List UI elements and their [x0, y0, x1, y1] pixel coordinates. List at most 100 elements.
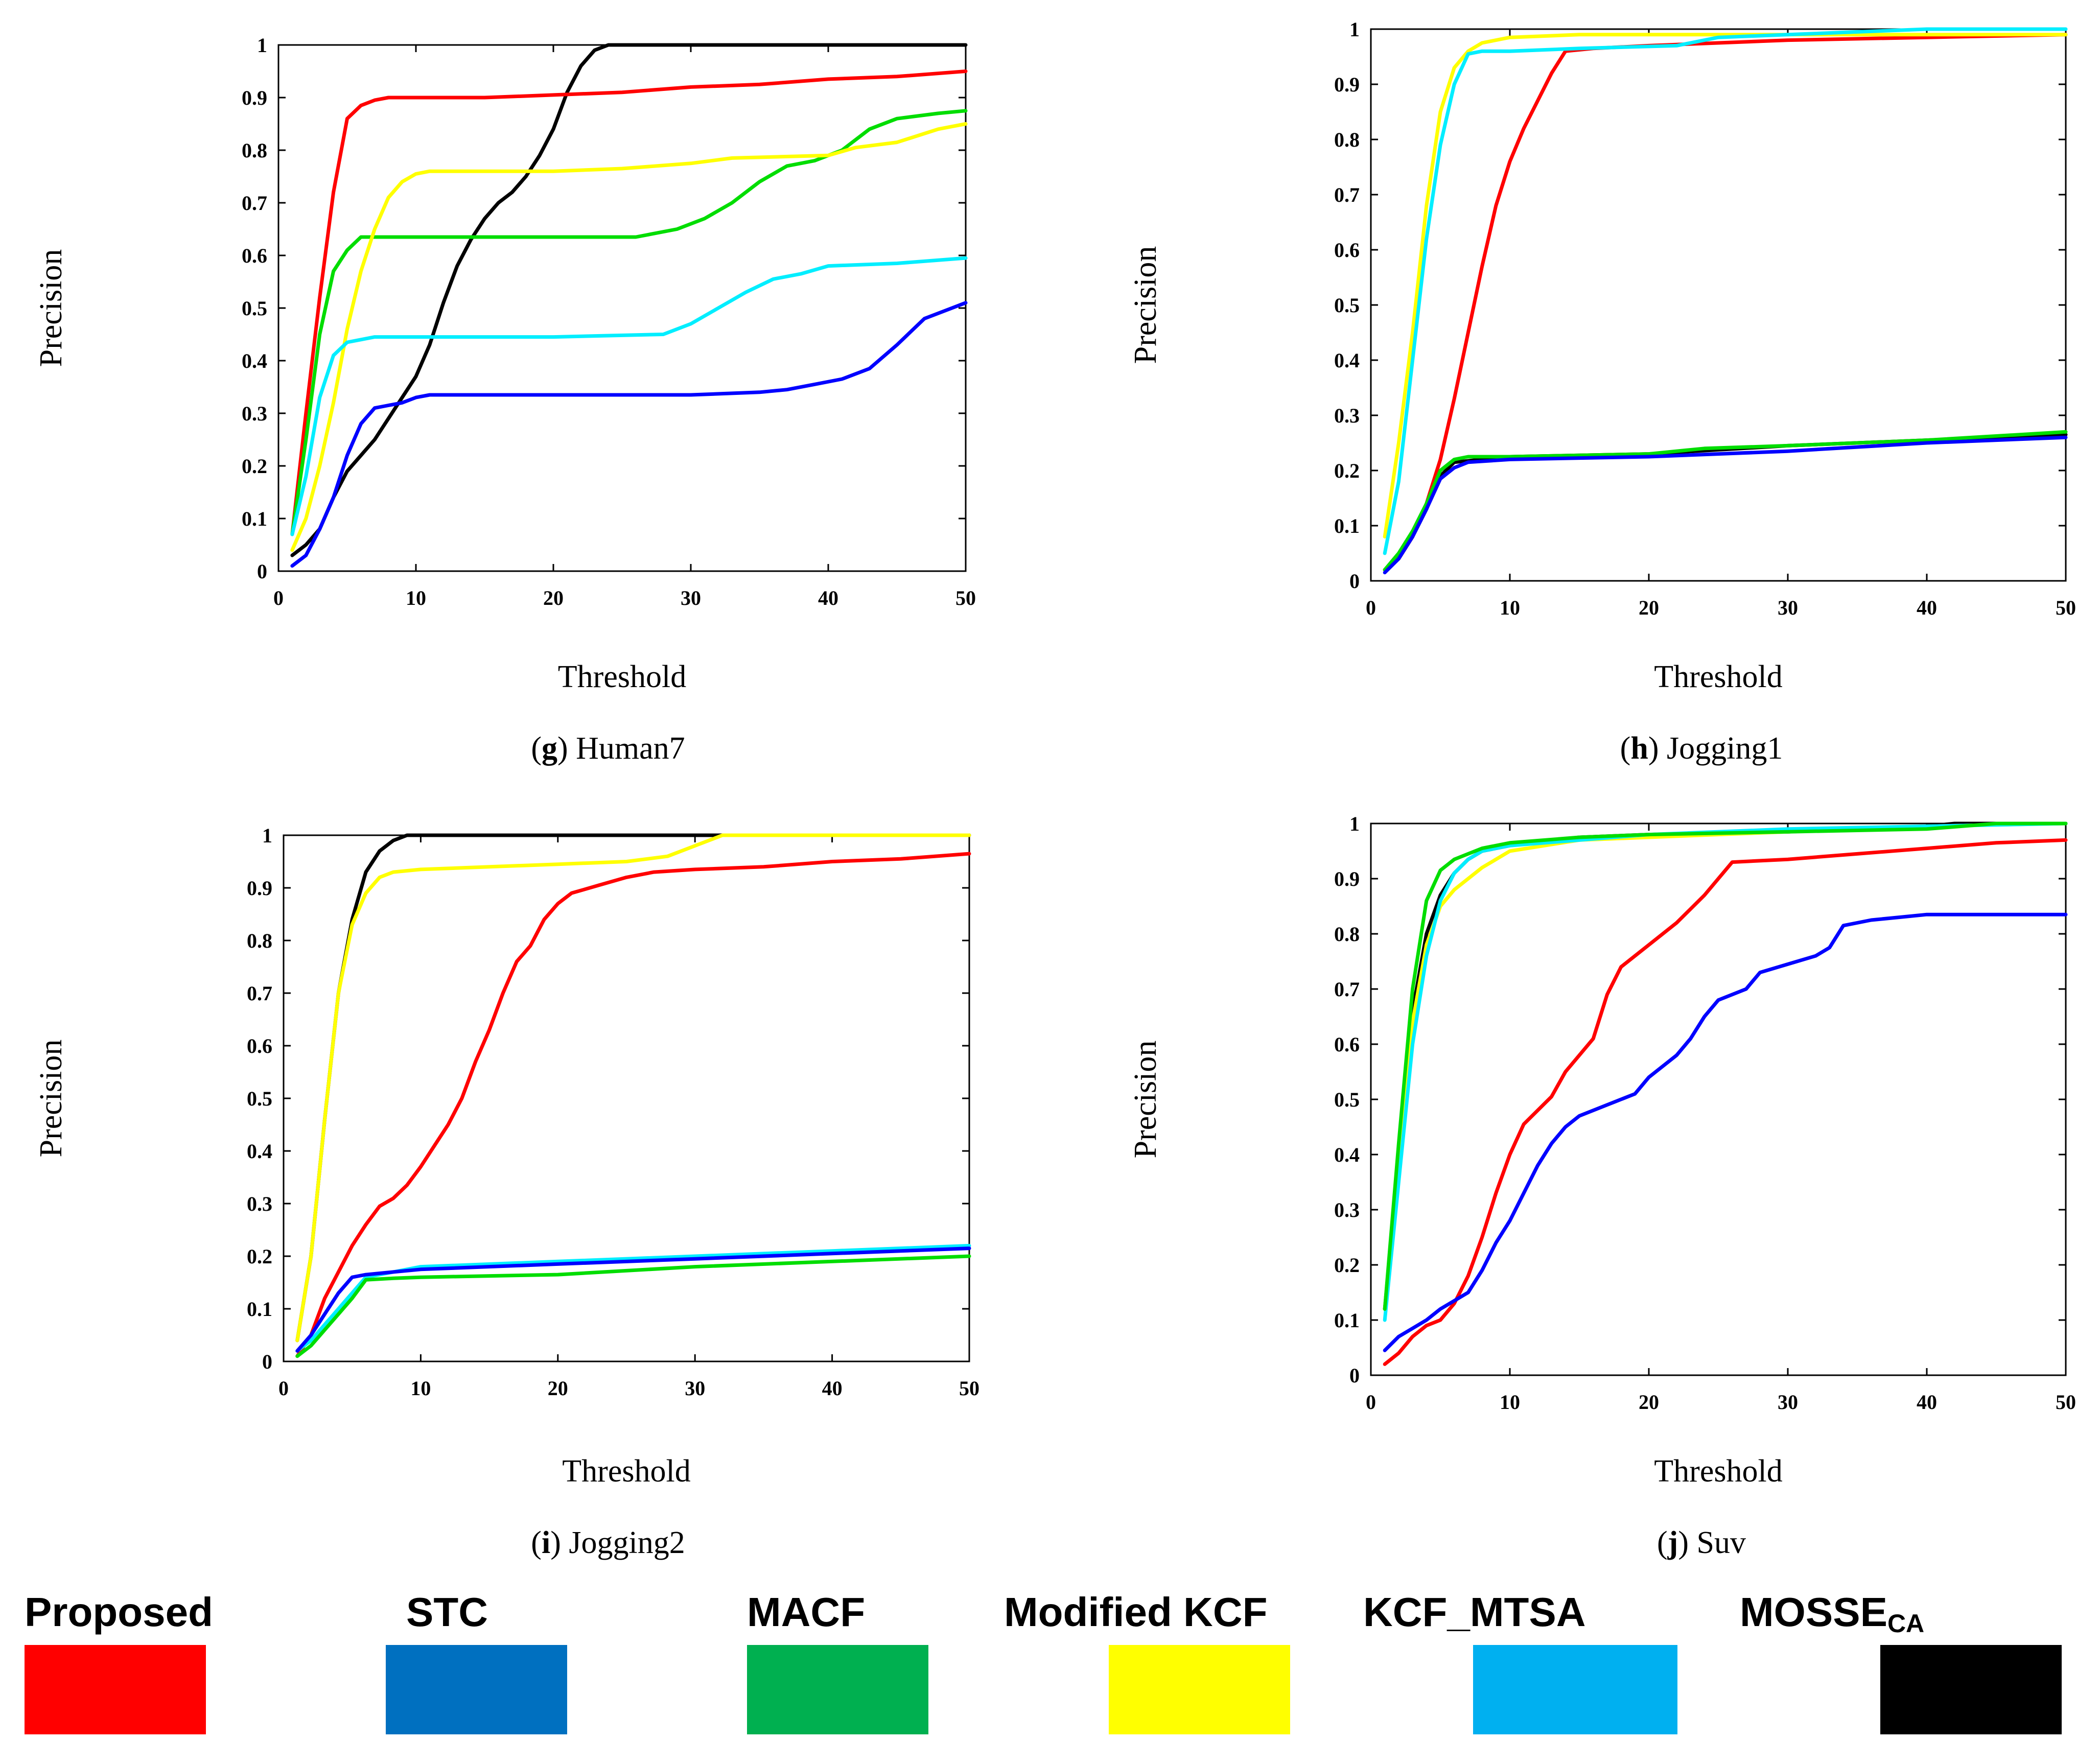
x-tick-label: 0 [1366, 596, 1376, 619]
plot-frame-g [277, 44, 967, 572]
y-tick-label: 0.2 [1334, 459, 1360, 482]
plot-frame-j [1370, 822, 2067, 1376]
series-line-kcf-mtsa [1383, 821, 2068, 1322]
series-line-modified-kcf [290, 122, 968, 552]
y-tick-label: 0.8 [242, 139, 267, 162]
y-tick-label: 0.9 [242, 86, 267, 109]
series-line-stc [1383, 912, 2068, 1352]
caption-j-name: Suv [1696, 1525, 1746, 1560]
y-tick-label: 1 [257, 34, 267, 57]
legend-swatch-stc [386, 1645, 567, 1734]
legend-label-mosseca: MOSSECA [1740, 1589, 1924, 1638]
caption-g-name: Human7 [576, 731, 685, 766]
caption-j-letter: j [1667, 1525, 1678, 1560]
x-tick-label: 40 [1917, 596, 1937, 619]
y-tick-label: 0.5 [1334, 294, 1360, 317]
y-tick-label: 0 [262, 1350, 272, 1373]
legend-label-proposed: Proposed [25, 1589, 213, 1635]
y-tick-label: 1 [262, 824, 272, 847]
x-tick-label: 20 [1639, 1391, 1659, 1414]
x-tick-label: 0 [278, 1377, 289, 1400]
y-tick-label: 0.7 [242, 192, 267, 215]
legend-label-macf: MACF [747, 1589, 866, 1635]
caption-j: (j) Suv [1657, 1525, 1746, 1560]
y-tick-label: 0.3 [1334, 404, 1360, 427]
y-tick-label: 0.4 [247, 1140, 272, 1163]
y-tick-label: 0.3 [242, 402, 267, 425]
y-tick-label: 0.8 [247, 929, 272, 952]
x-tick-label: 10 [1500, 1391, 1520, 1414]
y-tick-label: 0.1 [242, 507, 267, 530]
series-line-proposed [290, 69, 968, 536]
y-tick-label: 0.3 [1334, 1198, 1360, 1221]
caption-h-name: Jogging1 [1666, 731, 1783, 766]
x-tick-label: 30 [685, 1377, 705, 1400]
series-line-kcf-mtsa [1383, 27, 2068, 555]
series-line-macf [1383, 430, 2068, 572]
plot-frame-i [283, 834, 970, 1362]
x-tick-label: 40 [1917, 1391, 1937, 1414]
caption-g-letter: g [541, 731, 557, 766]
y-tick-label: 1 [1349, 18, 1360, 41]
y-tick-label: 0.6 [242, 244, 267, 267]
series-line-stc [290, 301, 968, 568]
series-line-macf [290, 109, 968, 536]
legend-swatch-proposed [25, 1645, 206, 1734]
x-tick-label: 0 [273, 586, 284, 609]
x-tick-label: 10 [1500, 596, 1520, 619]
legend-label-modified-kcf: Modified KCF [1004, 1589, 1268, 1635]
x-axis-label: Threshold [1654, 660, 1782, 694]
x-tick-label: 20 [1639, 596, 1659, 619]
legend-swatch-kcf-mtsa [1473, 1645, 1677, 1734]
y-tick-label: 0.6 [1334, 1033, 1360, 1056]
caption-h: (h) Jogging1 [1620, 731, 1783, 766]
y-tick-label: 0 [1349, 1364, 1360, 1387]
y-tick-label: 0.6 [247, 1034, 272, 1057]
y-tick-label: 0 [257, 560, 267, 583]
plot-frame-h [1370, 28, 2067, 582]
y-tick-label: 0.3 [247, 1192, 272, 1215]
series-line-stc [1383, 435, 2068, 575]
y-tick-label: 1 [1349, 812, 1360, 835]
x-tick-label: 50 [2056, 596, 2076, 619]
y-tick-label: 0.1 [247, 1298, 272, 1321]
y-tick-label: 0.5 [247, 1087, 272, 1110]
y-tick-label: 0.9 [247, 877, 272, 900]
y-tick-label: 0.5 [242, 297, 267, 320]
y-tick-label: 0.2 [242, 455, 267, 478]
y-tick-label: 0.4 [242, 349, 267, 372]
legend-swatch-modified-kcf [1109, 1645, 1290, 1734]
series-line-proposed [295, 852, 971, 1358]
series-line-proposed [1383, 838, 2068, 1366]
y-tick-label: 0.8 [1334, 128, 1360, 151]
y-tick-label: 0.8 [1334, 923, 1360, 946]
legend-label-mosse-main: MOSSE [1740, 1589, 1887, 1635]
y-tick-label: 0.9 [1334, 73, 1360, 96]
y-axis-label: Precision [34, 249, 68, 367]
x-tick-label: 30 [1778, 1391, 1798, 1414]
y-tick-label: 0.7 [247, 982, 272, 1005]
caption-i-name: Jogging2 [569, 1525, 685, 1560]
x-tick-label: 30 [1778, 596, 1798, 619]
caption-i-letter: i [541, 1525, 551, 1560]
legend-swatch-macf [747, 1645, 928, 1734]
y-tick-label: 0 [1349, 570, 1360, 593]
chart-h: 00.10.20.30.40.50.60.70.80.910 10 20 30 40 50… [1128, 18, 2076, 694]
y-tick-label: 0.1 [1334, 1309, 1360, 1332]
legend-label-stc: STC [406, 1589, 488, 1635]
x-axis-label: Threshold [562, 1454, 690, 1489]
caption-g: (g) Human7 [531, 731, 685, 766]
y-axis-label: Precision [1128, 1041, 1163, 1159]
caption-i: (i) Jogging2 [531, 1525, 685, 1560]
x-tick-label: 50 [959, 1377, 979, 1400]
y-tick-label: 0.7 [1334, 978, 1360, 1001]
y-tick-label: 0.7 [1334, 183, 1360, 206]
x-tick-label: 20 [548, 1377, 568, 1400]
x-tick-label: 10 [410, 1377, 431, 1400]
x-tick-label: 10 [406, 586, 426, 609]
x-axis-label: Threshold [1654, 1454, 1782, 1489]
x-tick-label: 40 [818, 586, 838, 609]
legend-label-kcf-mtsa: KCF_MTSA [1363, 1589, 1586, 1635]
y-tick-label: 0.2 [1334, 1254, 1360, 1277]
